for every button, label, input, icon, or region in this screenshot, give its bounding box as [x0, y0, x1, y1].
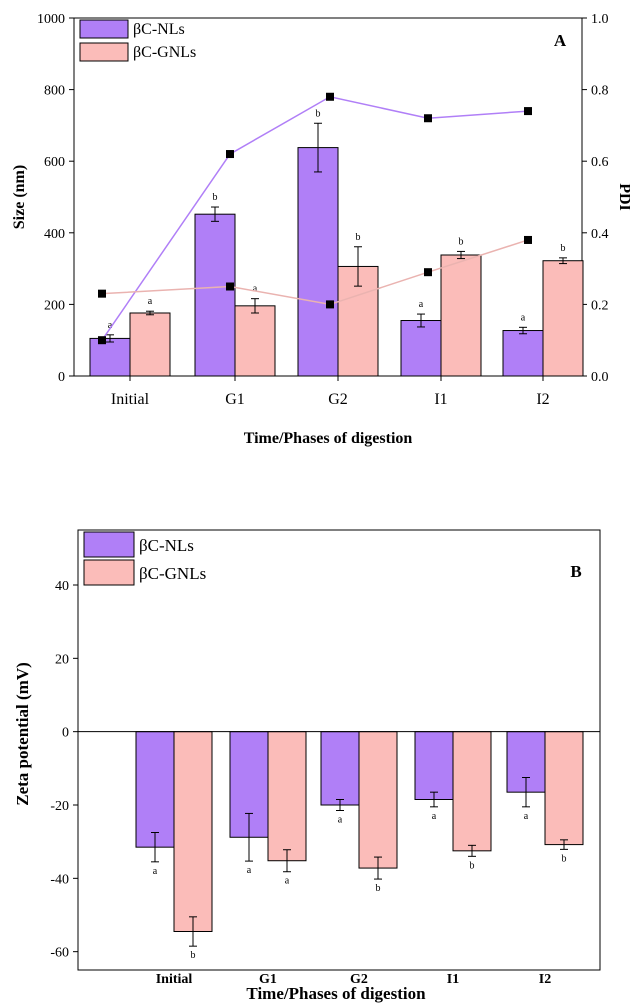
significance-letter: a: [247, 865, 252, 876]
y-tick-label: 0: [62, 726, 69, 741]
x-tick-label: I2: [539, 972, 551, 987]
significance-letter: b: [459, 236, 464, 247]
significance-letter: a: [153, 866, 158, 877]
significance-letter: b: [376, 883, 381, 894]
legend-swatch-bc-nls: [79, 19, 129, 39]
size-pdi-chart: 0 200 400 600 800 1000 0.0 0.2 0.4 0.6 0.8 1.0 Initi…: [11, 12, 630, 447]
x-tick-label: I1: [434, 391, 447, 408]
y-axis-title: Zeta potential (mV): [13, 662, 32, 806]
bar: [414, 731, 454, 800]
bar: [89, 337, 131, 377]
bar: [440, 254, 482, 377]
y-tick-label: 600: [44, 155, 65, 170]
pdi-marker: [524, 235, 532, 244]
bar: [234, 305, 276, 377]
y-tick-label: 40: [55, 579, 69, 594]
plot-frame: [77, 529, 601, 971]
significance-letter: b: [191, 950, 196, 961]
legend-swatch-bc-nls: [83, 531, 135, 558]
significance-letter: a: [285, 876, 290, 887]
y-tick-label: 800: [44, 84, 65, 99]
bar: [135, 731, 175, 848]
pdi-marker: [326, 300, 334, 309]
x-axis-title: Time/Phases of digestion: [244, 430, 413, 447]
y2-tick-label: 0.8: [591, 84, 609, 99]
pdi-marker: [424, 268, 432, 277]
x-axis-title: Time/Phases of digestion: [246, 984, 426, 1003]
bar: [297, 147, 339, 377]
pdi-marker: [524, 107, 532, 116]
legend-swatch-bc-gnls: [79, 42, 129, 62]
y2-tick-label: 0.2: [591, 298, 609, 313]
bar: [544, 731, 584, 846]
pdi-marker: [98, 336, 106, 345]
bar: [267, 731, 307, 862]
significance-letter: b: [356, 232, 361, 243]
significance-letter: a: [419, 299, 424, 310]
x-tick-label: I2: [536, 391, 549, 408]
pdi-marker: [226, 150, 234, 159]
y-axis-title: Size (nm): [11, 165, 28, 229]
panel-label: A: [554, 31, 567, 50]
significance-letter: b: [316, 108, 321, 119]
x-tick-label: Initial: [111, 391, 150, 408]
pdi-marker: [326, 92, 334, 101]
x-tick-label: Initial: [156, 972, 193, 987]
legend-label-bc-gnls: βC-GNLs: [133, 44, 196, 61]
y-tick-label: 200: [44, 298, 65, 313]
x-tick-label: G2: [328, 391, 348, 408]
pdi-marker: [226, 282, 234, 291]
y-tick-label: 20: [55, 652, 69, 667]
significance-letter: a: [521, 312, 526, 323]
bar: [452, 731, 492, 852]
significance-letter: a: [108, 320, 113, 331]
bar: [173, 731, 213, 932]
bar: [320, 731, 360, 806]
legend-swatch-bc-gnls: [83, 559, 135, 586]
legend-label-bc-nls: βC-NLs: [133, 21, 185, 38]
pdi-marker: [98, 289, 106, 298]
panel-label: B: [570, 562, 581, 581]
y2-axis-title: PDI: [616, 183, 630, 211]
legend: βC-NLs βC-GNLs: [83, 531, 206, 586]
bar: [542, 260, 584, 377]
significance-letter: a: [338, 815, 343, 826]
significance-letter: b: [561, 243, 566, 254]
legend-label-bc-nls: βC-NLs: [139, 536, 194, 555]
legend: βC-NLs βC-GNLs: [79, 19, 196, 62]
significance-letter: a: [253, 284, 258, 295]
bar: [129, 312, 171, 377]
x-tick-label: I1: [447, 972, 459, 987]
y-tick-label: 0: [58, 370, 65, 385]
significance-letter: b: [562, 853, 567, 864]
significance-letter: b: [213, 192, 218, 203]
y-tick-label: 400: [44, 227, 65, 242]
significance-letter: b: [470, 860, 475, 871]
x-tick-label: G2: [350, 972, 368, 987]
bar: [358, 731, 398, 869]
y2-tick-label: 0.0: [591, 370, 609, 385]
significance-letter: a: [524, 811, 529, 822]
bar: [400, 320, 442, 377]
x-tick-label: G1: [259, 972, 277, 987]
significance-letter: a: [432, 811, 437, 822]
legend-label-bc-gnls: βC-GNLs: [139, 564, 206, 583]
pdi-marker: [424, 114, 432, 123]
y-tick-label: -20: [50, 799, 69, 814]
x-tick-label: G1: [225, 391, 245, 408]
y-tick-label: -40: [50, 872, 69, 887]
y2-tick-label: 1.0: [591, 12, 609, 27]
y2-tick-label: 0.4: [591, 227, 609, 242]
significance-letter: a: [148, 296, 153, 307]
bar: [502, 330, 544, 377]
y-tick-label: 1000: [37, 12, 65, 27]
y-tick-label: -60: [50, 946, 69, 961]
y2-tick-label: 0.6: [591, 155, 609, 170]
bar: [194, 213, 236, 377]
